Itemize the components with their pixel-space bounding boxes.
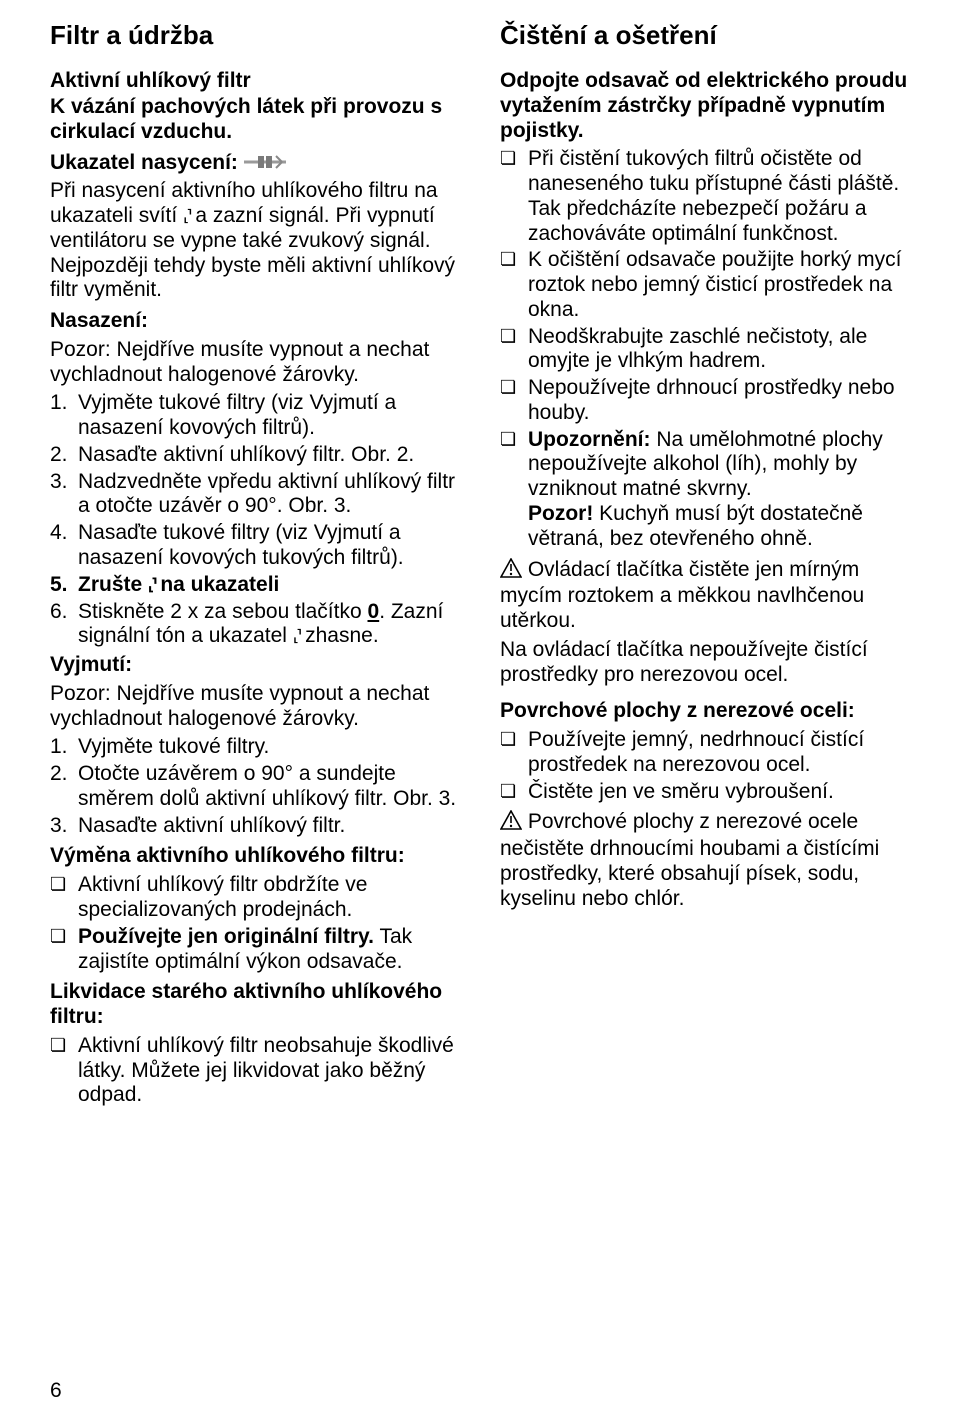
step-text: Vyjměte tukové filtry (viz Vyjmutí a nas… [78,391,470,441]
subsection-active-filter: Aktivní uhlíkový filtr [50,69,470,93]
removal-steps: 1.Vyjměte tukové filtry. 2.Otočte uzávěr… [50,735,470,838]
page: Filtr a údržba Aktivní uhlíkový filtr K … [0,0,960,1419]
step6-c: zhasne. [299,624,378,647]
step6-key: 0 [368,600,380,623]
step-text: Nasaďte aktivní uhlíkový filtr. [78,814,470,839]
step-num: 2. [50,762,78,812]
install-steps: 1.Vyjměte tukové filtry (viz Vyjmutí a n… [50,391,470,649]
step-num: 2. [50,443,78,468]
intro-text: K vázání pachových látek při provozu s c… [50,95,470,145]
step-num: 1. [50,391,78,441]
item-text: Používejte jen originální filtry. Tak za… [78,925,470,975]
step-num: 3. [50,470,78,520]
step-text: Vyjměte tukové filtry. [78,735,470,760]
item-text: Aktivní uhlíkový filtr neobsahuje škodli… [78,1034,470,1108]
step5-a: Zrušte [78,573,148,596]
removal-label: Vyjmutí: [50,653,470,678]
step6-a: Stiskněte 2 x za sebou tlačítko [78,600,368,623]
replacement-list: Aktivní uhlíkový filtr obdržíte ve speci… [50,873,470,974]
step-num: 4. [50,521,78,571]
list-item: Při čistění tukových filtrů očistěte od … [500,147,920,246]
step-text: Nadzvedněte vpředu aktivní uhlíkový filt… [78,470,470,520]
list-item: Upozornění: Na umělohmotné plochy nepouž… [500,428,920,552]
list-item: K očištění odsavače použijte horký mycí … [500,248,920,322]
steel-list: Používejte jemný, nedrhnoucí čistící pro… [500,728,920,804]
install-label: Nasazení: [50,309,470,334]
warning-1-text: Ovládací tlačítka čistěte jen mírným myc… [500,558,864,633]
step-num: 1. [50,735,78,760]
warning-2: Povrchové plochy z nerezové ocele nečist… [500,810,920,911]
step-num: 3. [50,814,78,839]
page-number: 6 [50,1379,62,1403]
item-text: Neodškrabujte zaschlé nečistoty, ale omy… [528,325,920,375]
install-warning: Pozor: Nejdříve musíte vypnout a nechat … [50,338,470,388]
lead-text: Odpojte odsavač od elektrického proudu v… [500,69,920,143]
list-item: Čistěte jen ve směru vybroušení. [500,780,920,805]
saturation-label: Ukazatel nasycení: [50,151,238,174]
step-num: 6. [50,600,78,650]
list-item: 6. Stiskněte 2 x za sebou tlačítko 0. Za… [50,600,470,650]
list-item: Používejte jen originální filtry. Tak za… [50,925,470,975]
section-title-left: Filtr a údržba [50,20,470,51]
warning-triangle-icon [500,558,522,585]
item-text: Při čistění tukových filtrů očistěte od … [528,147,920,246]
step-text: Stiskněte 2 x za sebou tlačítko 0. Zazní… [78,600,470,650]
removal-warning: Pozor: Nejdříve musíte vypnout a nechat … [50,682,470,732]
step-text: Zrušte ⸤⸣ na ukazateli [78,573,470,598]
step-text: Otočte uzávěrem o 90° a sundejte směrem … [78,762,470,812]
step5-b: na ukazateli [155,573,280,596]
list-item: Používejte jemný, nedrhnoucí čistící pro… [500,728,920,778]
section-title-right: Čištění a ošetření [500,20,920,51]
step-text: Nasaďte aktivní uhlíkový filtr. Obr. 2. [78,443,470,468]
saturation-icon [244,153,286,171]
warning-1: Ovládací tlačítka čistěte jen mírným myc… [500,558,920,634]
steel-label: Povrchové plochy z nerezové oceli: [500,699,920,724]
warning-2-text: Povrchové plochy z nerezové ocele nečist… [500,810,879,909]
list-item: 2.Nasaďte aktivní uhlíkový filtr. Obr. 2… [50,443,470,468]
list-item: 2.Otočte uzávěrem o 90° a sundejte směre… [50,762,470,812]
list-item: Aktivní uhlíkový filtr neobsahuje škodli… [50,1034,470,1108]
step-num: 5. [50,573,78,598]
replacement-label: Výměna aktivního uhlíkového filtru: [50,844,470,869]
item-text: Aktivní uhlíkový filtr obdržíte ve speci… [78,873,470,923]
list-item: 3.Nasaďte aktivní uhlíkový filtr. [50,814,470,839]
saturation-indicator-line: Ukazatel nasycení: [50,151,470,176]
item-text: Nepoužívejte drhnoucí prostředky nebo ho… [528,376,920,426]
left-column: Filtr a údržba Aktivní uhlíkový filtr K … [50,20,470,1112]
warning-triangle-icon [500,810,522,837]
right-column: Čištění a ošetření Odpojte odsavač od el… [500,20,920,1112]
list-item: 1.Vyjměte tukové filtry (viz Vyjmutí a n… [50,391,470,441]
warning-1b-text: Na ovládací tlačítka nepoužívejte čistíc… [500,638,920,688]
disposal-label: Likvidace starého aktivního uhlíkového f… [50,980,470,1030]
disposal-list: Aktivní uhlíkový filtr neobsahuje škodli… [50,1034,470,1108]
list-item: Aktivní uhlíkový filtr obdržíte ve speci… [50,873,470,923]
saturation-text: Při nasycení aktivního uhlíkového filtru… [50,179,470,303]
two-column-layout: Filtr a údržba Aktivní uhlíkový filtr K … [50,20,920,1112]
cleaning-list: Při čistění tukových filtrů očistěte od … [500,147,920,551]
item-text: Používejte jemný, nedrhnoucí čistící pro… [528,728,920,778]
item-text: Čistěte jen ve směru vybroušení. [528,780,920,805]
step-text: Nasaďte tukové filtry (viz Vyjmutí a nas… [78,521,470,571]
list-item: 4.Nasaďte tukové filtry (viz Vyjmutí a n… [50,521,470,571]
list-item: Neodškrabujte zaschlé nečistoty, ale omy… [500,325,920,375]
item-text: K očištění odsavače použijte horký mycí … [528,248,920,322]
list-item: Nepoužívejte drhnoucí prostředky nebo ho… [500,376,920,426]
list-item: 3.Nadzvedněte vpředu aktivní uhlíkový fi… [50,470,470,520]
list-item: 5. Zrušte ⸤⸣ na ukazateli [50,573,470,598]
item-text: Upozornění: Na umělohmotné plochy nepouž… [528,428,920,552]
list-item: 1.Vyjměte tukové filtry. [50,735,470,760]
